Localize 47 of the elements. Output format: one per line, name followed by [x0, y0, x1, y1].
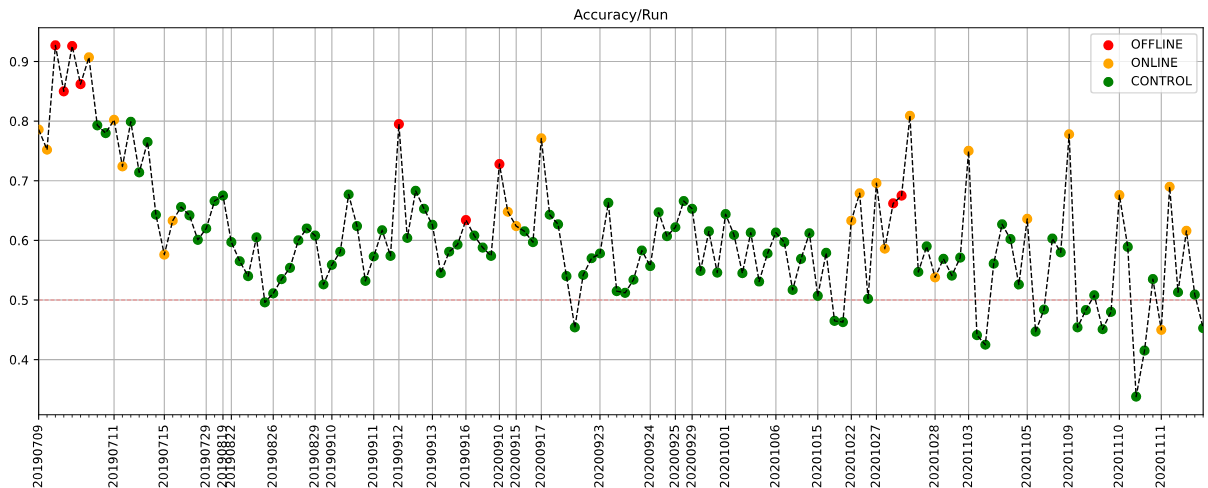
y-tick-label: 0.6: [9, 235, 29, 246]
y-tick-label: 0.8: [9, 116, 29, 127]
x-tick-label: 20200917: [535, 425, 545, 488]
x-tick-label: 20200923: [594, 425, 604, 488]
point: [117, 161, 128, 172]
x-tick-label: 20201015: [811, 425, 822, 488]
x-tick-label: 20190709: [32, 425, 43, 488]
x-tick-label: 20201006: [770, 425, 780, 488]
x-tick-label: 20201022: [845, 425, 855, 488]
x-tick-label: 20190912: [393, 425, 403, 488]
x-tick-label: 20190819: [217, 425, 227, 488]
x-tick-label: 20190826: [267, 425, 277, 488]
point: [494, 158, 505, 170]
point: [1156, 324, 1167, 335]
x-tick-label: 20201105: [1021, 425, 1031, 488]
x-tick-label: 20190916: [460, 425, 470, 488]
x-tick-label: 20201111: [1155, 425, 1165, 488]
x-tick-label: 20190822: [225, 425, 235, 488]
point: [871, 178, 882, 189]
y-tick-label: 0.7: [9, 176, 28, 186]
x-tick-label: 20201001: [719, 425, 730, 488]
x-tick-label: 20201109: [1063, 425, 1073, 488]
x-tick-label: 20200915: [510, 425, 520, 488]
chart-title: Accuracy/Run: [573, 9, 668, 23]
x-tick-label: 20200910: [493, 425, 504, 488]
legend-label: OFFLINE: [1131, 39, 1183, 49]
y-tick-label: 0.9: [9, 56, 29, 67]
x-tick-label: 20200925: [669, 425, 679, 488]
x-tick-label: 20201110: [1113, 425, 1124, 488]
x-tick-label: 20190910: [326, 425, 336, 488]
x-tick-label: 20190911: [367, 425, 378, 488]
x-tick-label: 20200929: [686, 425, 696, 488]
legend-label: CONTROL: [1131, 75, 1192, 86]
x-tick-label: 20201027: [870, 425, 881, 488]
point: [963, 145, 974, 157]
x-tick-label: 20190715: [158, 425, 168, 488]
x-tick-label: 20201103: [962, 425, 973, 488]
legend-label: ONLINE: [1131, 57, 1178, 68]
x-tick-label: 20200924: [644, 425, 654, 488]
x-tick-label: 20190913: [426, 425, 437, 488]
point: [1164, 181, 1175, 192]
y-tick-label: 0.4: [9, 355, 29, 365]
x-tick-label: 20190829: [309, 425, 319, 488]
y-tick-label: 0.5: [9, 295, 28, 305]
x-tick-label: 20190729: [200, 425, 210, 488]
x-tick-label: 20201028: [929, 425, 939, 488]
x-tick-label: 20190711: [108, 425, 118, 488]
